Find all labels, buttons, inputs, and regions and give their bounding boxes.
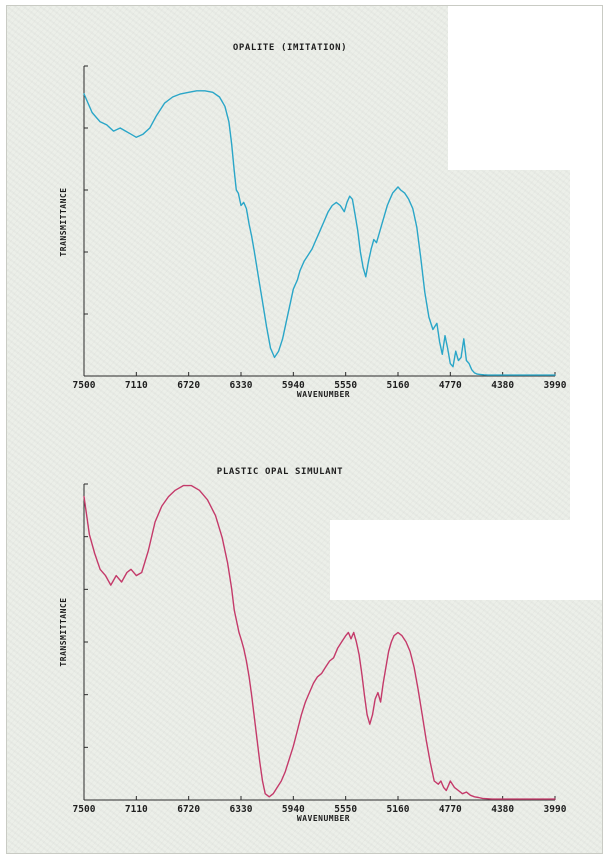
chart-plastic-group: PLASTIC OPAL SIMULANT 7500 7110 6720 6330 594… [59,467,567,823]
chart-title: OPALITE (IMITATION) [233,43,347,53]
x-tick-label: 6720 [177,380,200,391]
x-axis-title: WAVENUMBER [297,390,350,399]
x-tick-label: 4770 [439,380,462,391]
x-tick-label: 7110 [125,380,148,391]
x-tick-label: 7500 [73,380,96,391]
y-axis-title: TRANSMITTANCE [59,597,68,666]
x-tick-label: 6330 [230,380,253,391]
x-tick-label: 4770 [439,804,462,815]
x-tick-label: 5550 [334,380,357,391]
x-tick-label: 4380 [491,804,514,815]
chart-opalite-group: OPALITE (IMITATION) 7500 7110 6720 6330 5940 5… [59,43,567,399]
plate-margin-top-right [448,6,602,170]
x-tick-label: 3990 [544,380,567,391]
x-tick-label: 3990 [544,804,567,815]
x-tick-label: 5940 [282,380,305,391]
x-tick-label: 6720 [177,804,200,815]
x-axis-title: WAVENUMBER [297,814,350,823]
x-tick-label: 7110 [125,804,148,815]
x-tick-label: 5160 [387,380,410,391]
chart-title: PLASTIC OPAL SIMULANT [217,467,343,477]
x-tick-label: 5940 [282,804,305,815]
x-tick-label: 5160 [387,804,410,815]
spectrum-line [83,484,556,800]
plate-margin-mid-right [570,170,602,520]
y-axis-title: TRANSMITTANCE [59,187,68,256]
plate-margin-lower-right [330,520,602,600]
spectrum-line [83,90,556,376]
x-tick-label: 4380 [491,380,514,391]
x-tick-label: 6330 [230,804,253,815]
x-tick-label: 5550 [334,804,357,815]
x-tick-label: 7500 [73,804,96,815]
